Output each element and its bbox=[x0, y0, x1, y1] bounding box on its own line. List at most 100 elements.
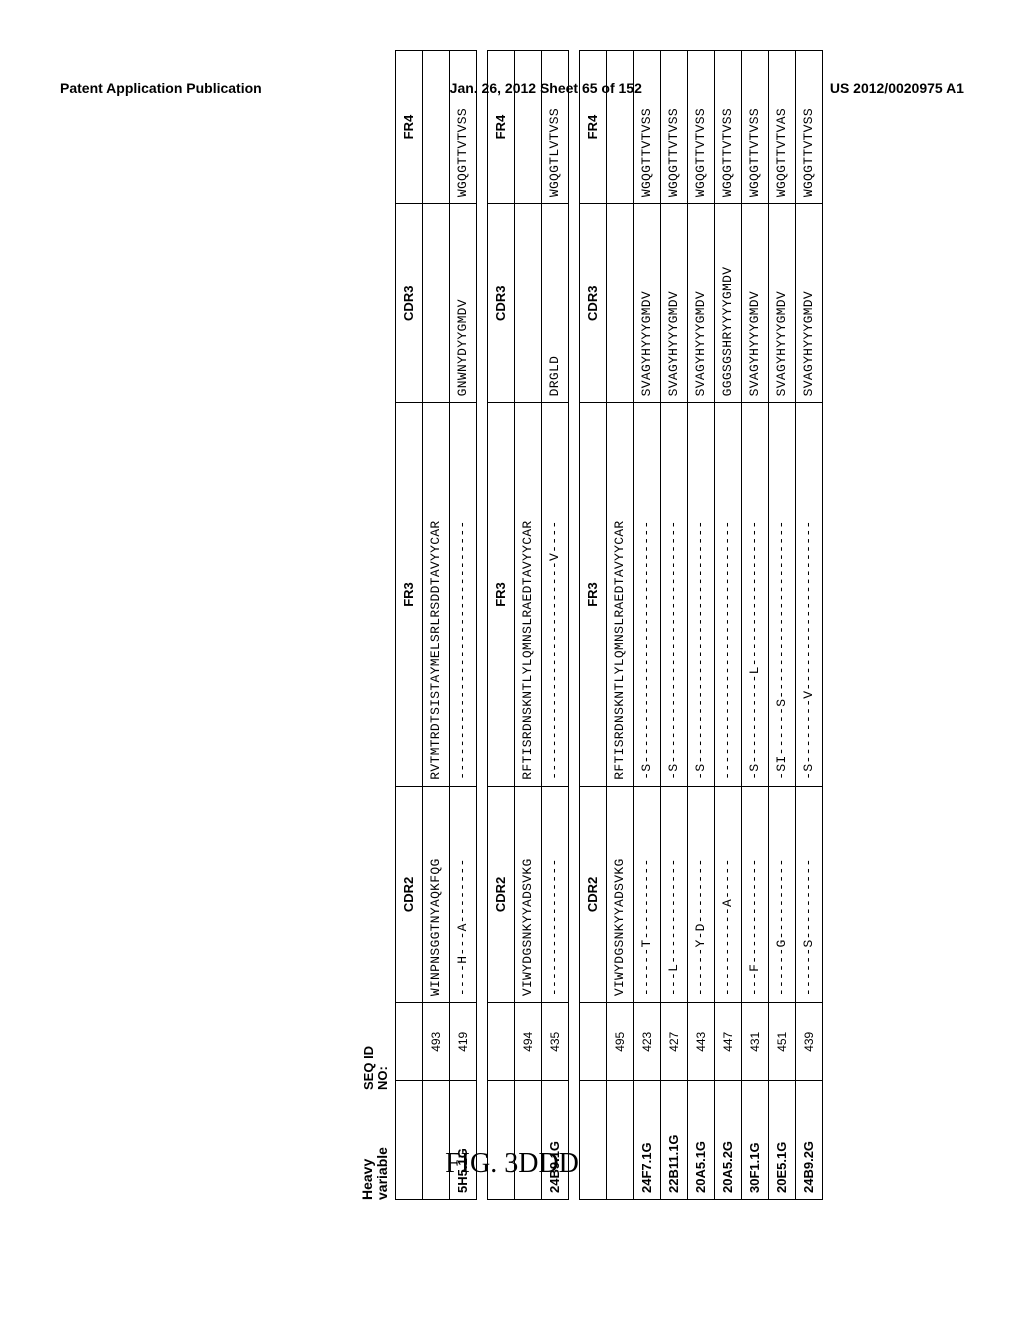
cell-seqid: 493 bbox=[422, 1003, 449, 1081]
cell-name: 24B9.1G bbox=[541, 1081, 568, 1200]
cell-cdr3: SVAGYHYYYGMDV bbox=[741, 204, 768, 403]
cell-fr3: -S------------------------------ bbox=[633, 403, 660, 786]
col-fr4: FR4 bbox=[579, 51, 606, 204]
cell-cdr3: DRGLD bbox=[541, 204, 568, 403]
cell-fr3: RFTISRDNSKNTLYLQMNSLRAEDTAVYYCAR bbox=[606, 403, 633, 786]
cell-cdr2: ----H---A-------- bbox=[449, 786, 476, 1002]
cell-fr4: WGQGTTVTVAS bbox=[768, 51, 795, 204]
top-labels: Heavy variable SEQ ID NO: bbox=[360, 50, 391, 1200]
sequence-table: CDR2FR3CDR3FR4493WINPNSGGTNYAQKFQGRVTMTR… bbox=[395, 50, 477, 1200]
col-seqid bbox=[579, 1003, 606, 1081]
cell-seqid: 495 bbox=[606, 1003, 633, 1081]
cell-cdr3 bbox=[606, 204, 633, 403]
cell-name bbox=[422, 1081, 449, 1200]
header-right: US 2012/0020975 A1 bbox=[830, 80, 964, 96]
cell-cdr3 bbox=[422, 204, 449, 403]
cell-fr3: -------------------------------- bbox=[449, 403, 476, 786]
col-fr3: FR3 bbox=[487, 403, 514, 786]
col-name bbox=[487, 1081, 514, 1200]
cell-cdr2: -----------A----- bbox=[714, 786, 741, 1002]
cell-fr3: -S--------V--------------------- bbox=[795, 403, 822, 786]
sequence-tables: CDR2FR3CDR3FR4493WINPNSGGTNYAQKFQGRVTMTR… bbox=[395, 50, 823, 1200]
cell-seqid: 447 bbox=[714, 1003, 741, 1081]
table-row: 20A5.2G447-----------A------------------… bbox=[714, 51, 741, 1200]
table-row: 30F1.1G431---F--------------S-----------… bbox=[741, 51, 768, 1200]
col-cdr3: CDR3 bbox=[395, 204, 422, 403]
cell-fr3: -S------------------------------ bbox=[687, 403, 714, 786]
cell-cdr2: WINPNSGGTNYAQKFQG bbox=[422, 786, 449, 1002]
table-row: 494VIWYDGSNKYYADSVKGRFTISRDNSKNTLYLQMNSL… bbox=[514, 51, 541, 1200]
cell-fr4: WGQGTLVTVSS bbox=[541, 51, 568, 204]
cell-name: 24B9.2G bbox=[795, 1081, 822, 1200]
cell-fr4 bbox=[606, 51, 633, 204]
cell-name bbox=[514, 1081, 541, 1200]
table-row: 493WINPNSGGTNYAQKFQGRVTMTRDTSISTAYMELSRL… bbox=[422, 51, 449, 1200]
cell-seqid: 419 bbox=[449, 1003, 476, 1081]
cell-cdr2: ------T---------- bbox=[633, 786, 660, 1002]
table-row: 24F7.1G423------T-----------S-----------… bbox=[633, 51, 660, 1200]
table-row: 495VIWYDGSNKYYADSVKGRFTISRDNSKNTLYLQMNSL… bbox=[606, 51, 633, 1200]
cell-seqid: 451 bbox=[768, 1003, 795, 1081]
cell-cdr2: ------G---------- bbox=[768, 786, 795, 1002]
col-seqid bbox=[395, 1003, 422, 1081]
table-row: 24B9.1G435------------------------------… bbox=[541, 51, 568, 1200]
rotated-content: Heavy variable SEQ ID NO: CDR2FR3CDR3FR4… bbox=[60, 220, 960, 1000]
cell-seqid: 431 bbox=[741, 1003, 768, 1081]
sequence-table: CDR2FR3CDR3FR4495VIWYDGSNKYYADSVKGRFTISR… bbox=[579, 50, 823, 1200]
cell-name: 24F7.1G bbox=[633, 1081, 660, 1200]
sequence-table: CDR2FR3CDR3FR4494VIWYDGSNKYYADSVKGRFTISR… bbox=[487, 50, 569, 1200]
col-fr4: FR4 bbox=[395, 51, 422, 204]
cell-cdr3: SVAGYHYYYGMDV bbox=[768, 204, 795, 403]
cell-fr4: WGQGTTVTVSS bbox=[633, 51, 660, 204]
cell-fr4: WGQGTTVTVSS bbox=[714, 51, 741, 204]
cell-fr4 bbox=[514, 51, 541, 204]
col-seqid bbox=[487, 1003, 514, 1081]
cell-cdr3: GNWNYDYYGMDV bbox=[449, 204, 476, 403]
cell-cdr3: SVAGYHYYYGMDV bbox=[795, 204, 822, 403]
table-row: 22B11.1G427---L--------------S----------… bbox=[660, 51, 687, 1200]
cell-fr3: -SI------S---------------------- bbox=[768, 403, 795, 786]
figure-caption: FIG. 3DDD bbox=[0, 1148, 1024, 1180]
cell-fr3: RVTMTRDTSISTAYMELSRLRSDDTAVYYCAR bbox=[422, 403, 449, 786]
col-fr3: FR3 bbox=[395, 403, 422, 786]
cell-name bbox=[606, 1081, 633, 1200]
cell-name: 20E5.1G bbox=[768, 1081, 795, 1200]
col-fr4: FR4 bbox=[487, 51, 514, 204]
cell-fr3: ---------------------------V---- bbox=[541, 403, 568, 786]
cell-fr3: -S------------------------------ bbox=[660, 403, 687, 786]
cell-seqid: 427 bbox=[660, 1003, 687, 1081]
cell-fr4: WGQGTTVTVSS bbox=[660, 51, 687, 204]
cell-cdr3: SVAGYHYYYGMDV bbox=[660, 204, 687, 403]
cell-fr3: -------------------------------- bbox=[714, 403, 741, 786]
cell-fr4 bbox=[422, 51, 449, 204]
cell-name: 30F1.1G bbox=[741, 1081, 768, 1200]
cell-cdr2: VIWYDGSNKYYADSVKG bbox=[606, 786, 633, 1002]
cell-fr4: WGQGTTVTVSS bbox=[449, 51, 476, 204]
cell-seqid: 423 bbox=[633, 1003, 660, 1081]
col-cdr2: CDR2 bbox=[395, 786, 422, 1002]
cell-cdr2: ------Y-D-------- bbox=[687, 786, 714, 1002]
cell-cdr3 bbox=[514, 204, 541, 403]
col-fr3: FR3 bbox=[579, 403, 606, 786]
cell-seqid: 439 bbox=[795, 1003, 822, 1081]
table-row: 20A5.1G443------Y-D---------S-----------… bbox=[687, 51, 714, 1200]
cell-seqid: 443 bbox=[687, 1003, 714, 1081]
cell-name: 5H5.1G bbox=[449, 1081, 476, 1200]
col-name bbox=[579, 1081, 606, 1200]
header-left: Patent Application Publication bbox=[60, 80, 262, 96]
col-name bbox=[395, 1081, 422, 1200]
cell-fr4: WGQGTTVTVSS bbox=[687, 51, 714, 204]
cell-fr4: WGQGTTVTVSS bbox=[795, 51, 822, 204]
cell-name: 22B11.1G bbox=[660, 1081, 687, 1200]
cell-cdr2: VIWYDGSNKYYADSVKG bbox=[514, 786, 541, 1002]
table-row: 5H5.1G419----H---A----------------------… bbox=[449, 51, 476, 1200]
heavy-variable-label: Heavy variable bbox=[360, 1090, 391, 1200]
table-row: 24B9.2G439------S-----------S--------V--… bbox=[795, 51, 822, 1200]
cell-cdr3: SVAGYHYYYGMDV bbox=[633, 204, 660, 403]
col-cdr3: CDR3 bbox=[487, 204, 514, 403]
cell-seqid: 494 bbox=[514, 1003, 541, 1081]
col-cdr2: CDR2 bbox=[579, 786, 606, 1002]
cell-cdr3: SVAGYHYYYGMDV bbox=[687, 204, 714, 403]
table-row: 20E5.1G451------G-----------SI------S---… bbox=[768, 51, 795, 1200]
cell-cdr3: GGGSGSHRYYYYGMDV bbox=[714, 204, 741, 403]
